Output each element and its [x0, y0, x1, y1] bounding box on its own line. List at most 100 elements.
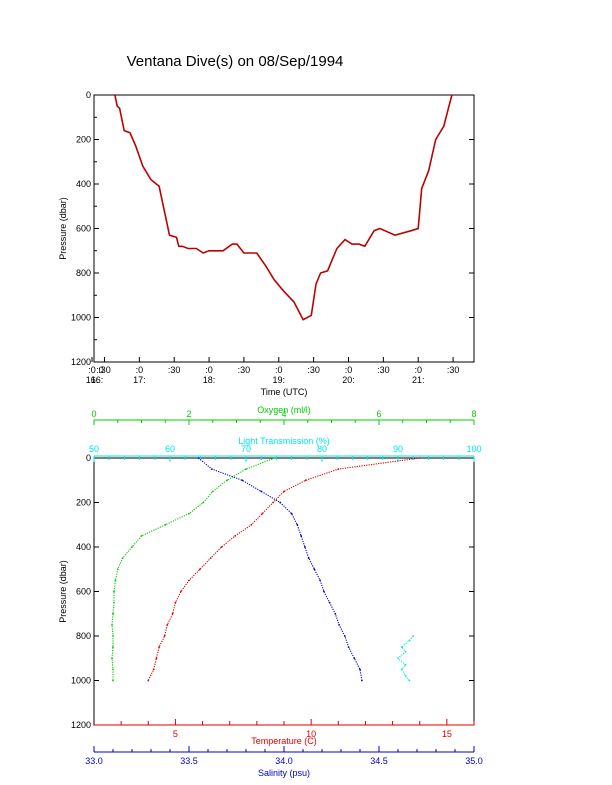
x-tick-hour: 19:: [273, 375, 286, 385]
x-tick-label: :0: [345, 365, 353, 375]
oxygen-profile-point: [113, 590, 115, 593]
temperature-tick-label: 5: [173, 729, 178, 739]
y-tick-label: 0: [86, 453, 91, 463]
oxygen-profile-point: [202, 501, 205, 504]
salinity-profile-point: [347, 646, 350, 648]
oxygen-profile-point: [226, 479, 228, 482]
salinity-profile-points: [197, 457, 363, 682]
x-tick-label: :0: [205, 365, 213, 375]
y-tick-label: 1000: [71, 676, 91, 686]
salinity-profile-point: [323, 590, 325, 593]
salinity-profile-line: [198, 457, 363, 681]
temperature-profile-points: [147, 457, 421, 682]
figure-title: Ventana Dive(s) on 08/Sep/1994: [127, 53, 344, 70]
salinity-tick-label: 33.5: [180, 756, 198, 766]
temperature-profile-point: [304, 479, 307, 482]
salinity-profile-point: [353, 657, 356, 660]
temperature-profile-point: [283, 490, 285, 493]
salinity-profile-point: [304, 546, 306, 548]
dive-track-dots: [114, 94, 453, 321]
salinity-profile-point: [338, 624, 340, 626]
x-tick-label: :0: [414, 365, 422, 375]
salinity-profile-point: [260, 490, 263, 493]
oxygen-profile-point: [211, 490, 214, 493]
y-tick-label: 0: [86, 90, 91, 100]
light-profile-point: [408, 639, 411, 642]
light-profile-point: [400, 668, 403, 671]
light-tick-label: 60: [165, 444, 175, 454]
oxygen-axis-label: Oxygen (ml/l): [257, 405, 311, 415]
light-tick-label: 70: [241, 444, 251, 454]
y-tick-label: 800: [76, 631, 91, 641]
y-axis-label: Pressure (dbar): [58, 560, 68, 623]
salinity-profile-point: [313, 568, 316, 571]
temperature-profile-line: [147, 457, 420, 681]
temperature-tick-label: 15: [442, 729, 452, 739]
light-tick-label: 90: [393, 444, 403, 454]
x-tick-hour: 16:: [86, 375, 99, 385]
salinity-profile-point: [197, 457, 200, 459]
x-tick-hour: 18:: [203, 375, 216, 385]
oxygen-profile-point: [112, 635, 114, 637]
temperature-profile-point: [234, 535, 237, 537]
profile-chart: 0 200 400 600 800 1000 1200 Pressure (dbar) 0 2 4 6…: [58, 405, 483, 778]
oxygen-profile-point: [245, 468, 247, 470]
y-tick-label: 600: [76, 224, 91, 234]
oxygen-profile-point: [273, 457, 276, 459]
salinity-profile-point: [210, 468, 213, 470]
time-pressure-chart: 020040060080010001200:30:016::017::30:01…: [58, 90, 475, 397]
temperature-profile-point: [147, 679, 150, 682]
light-profile-points: [397, 635, 415, 682]
y-tick-label: 200: [76, 498, 91, 508]
oxygen-tick-label: 6: [376, 409, 381, 419]
x-tick-hour: 16:: [91, 375, 104, 385]
y-tick-label: 800: [76, 268, 91, 278]
light-profile-point: [412, 635, 415, 637]
oxygen-profile-point: [111, 657, 113, 660]
light-axis-label: Light Transmission (%): [238, 436, 330, 446]
x-tick-hour: 17:: [133, 375, 146, 385]
light-tick-label: 50: [89, 444, 99, 454]
temperature-profile-point: [163, 635, 166, 637]
oxygen-profile-point: [112, 668, 114, 671]
salinity-profile-point: [300, 535, 302, 537]
salinity-profile-point: [334, 612, 337, 615]
oxygen-profile-point: [116, 568, 119, 571]
salinity-profile-point: [319, 579, 321, 582]
oxygen-profile-point: [112, 646, 114, 648]
salinity-profile-point: [359, 668, 361, 671]
x-tick-label: :30: [98, 365, 111, 375]
light-profile-point: [408, 679, 411, 682]
x-tick-hour: 20:: [342, 375, 355, 385]
x-tick-label: :30: [307, 365, 320, 375]
temperature-profile-point: [180, 590, 182, 593]
temperature-profile-point: [220, 546, 223, 548]
temperature-profile-point: [174, 601, 177, 604]
temperature-profile-point: [171, 612, 174, 615]
oxygen-tick-label: 0: [91, 409, 96, 419]
oxygen-profile-point: [113, 601, 115, 604]
x-axis-label: Time (UTC): [261, 387, 308, 397]
y-tick-label: 600: [76, 587, 91, 597]
x-tick-label: :0: [275, 365, 283, 375]
light-profile-point: [404, 675, 407, 677]
light-profile-line: [397, 635, 414, 681]
salinity-profile-point: [343, 635, 346, 637]
salinity-profile-point: [279, 501, 282, 504]
y-tick-label: 400: [76, 179, 91, 189]
salinity-profile-point: [307, 557, 310, 559]
y-tick-label: 400: [76, 542, 91, 552]
plot-frame: [93, 457, 475, 726]
y-tick-label: 1200: [71, 720, 91, 730]
oxygen-profile-point: [140, 535, 143, 537]
temperature-profile-point: [158, 646, 161, 648]
temperature-profile-point: [250, 523, 253, 526]
x-tick-label: :0: [88, 365, 96, 375]
y-tick-label: 1000: [71, 313, 91, 323]
salinity-tick-label: 33.0: [85, 756, 103, 766]
salinity-profile-point: [328, 601, 331, 604]
oxygen-profile-point: [114, 579, 117, 582]
salinity-profile-point: [241, 479, 244, 482]
temperature-profile-point: [418, 457, 421, 459]
